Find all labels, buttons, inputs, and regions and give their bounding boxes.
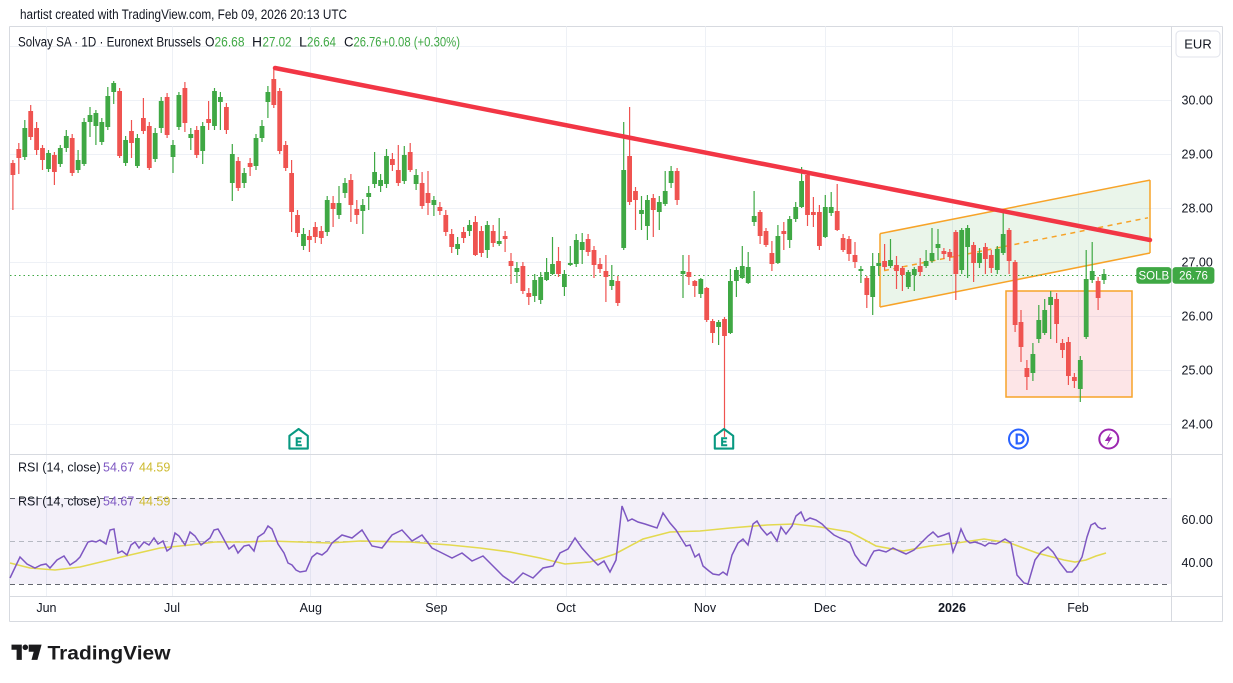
svg-text:40.00: 40.00 xyxy=(1182,556,1213,570)
svg-text:Nov: Nov xyxy=(694,601,717,615)
svg-text:EUR: EUR xyxy=(1184,37,1211,52)
svg-text:60.00: 60.00 xyxy=(1182,513,1213,527)
svg-text:Solvay SA · 1D · Euronext Brus: Solvay SA · 1D · Euronext Brussels xyxy=(18,35,201,50)
svg-text:+0.08 (+0.30%): +0.08 (+0.30%) xyxy=(382,35,460,50)
svg-text:54.67: 54.67 xyxy=(103,461,134,475)
svg-text:Jun: Jun xyxy=(36,601,56,615)
svg-text:25.00: 25.00 xyxy=(1182,364,1213,378)
svg-text:26.76: 26.76 xyxy=(354,35,382,50)
svg-text:RSI (14, close): RSI (14, close) xyxy=(18,461,101,475)
svg-text:24.00: 24.00 xyxy=(1182,418,1213,432)
svg-text:54.67: 54.67 xyxy=(103,495,134,509)
svg-text:28.00: 28.00 xyxy=(1182,202,1213,216)
svg-text:26.00: 26.00 xyxy=(1182,310,1213,324)
svg-text:26.68: 26.68 xyxy=(215,35,245,50)
svg-text:Aug: Aug xyxy=(300,601,322,615)
svg-text:O: O xyxy=(205,35,215,50)
svg-text:Dec: Dec xyxy=(814,601,836,615)
svg-text:29.00: 29.00 xyxy=(1182,148,1213,162)
svg-text:H: H xyxy=(252,35,262,50)
svg-text:RSI (14, close): RSI (14, close) xyxy=(18,495,101,509)
svg-text:Jul: Jul xyxy=(164,601,180,615)
svg-text:2026: 2026 xyxy=(938,601,966,615)
svg-text:44.59: 44.59 xyxy=(139,461,170,475)
svg-text:26.76: 26.76 xyxy=(1179,271,1208,283)
svg-text:hartist created with TradingVi: hartist created with TradingView.com, Fe… xyxy=(20,7,347,22)
svg-text:44.59: 44.59 xyxy=(139,495,170,509)
svg-text:Oct: Oct xyxy=(556,601,576,615)
svg-text:L: L xyxy=(299,35,308,50)
svg-text:27.00: 27.00 xyxy=(1182,256,1213,270)
svg-text:26.64: 26.64 xyxy=(307,35,336,50)
svg-text:SOLB: SOLB xyxy=(1138,271,1169,283)
svg-text:TradingView: TradingView xyxy=(48,644,171,665)
svg-text:30.00: 30.00 xyxy=(1182,94,1213,108)
svg-text:27.02: 27.02 xyxy=(263,35,292,50)
svg-text:Feb: Feb xyxy=(1067,601,1089,615)
svg-text:C: C xyxy=(344,35,354,50)
svg-text:Sep: Sep xyxy=(425,601,447,615)
